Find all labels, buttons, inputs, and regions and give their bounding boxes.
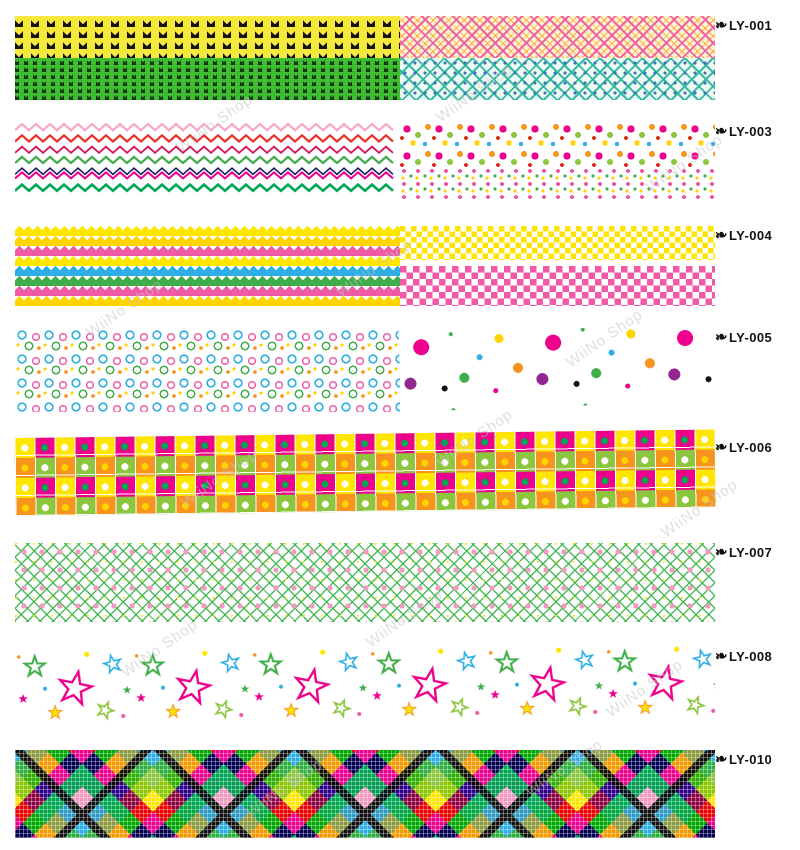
- triangle-row: [15, 236, 400, 246]
- product-code: LY-007: [728, 545, 773, 560]
- product-code: LY-001: [728, 18, 773, 33]
- product-label: ❧ LY-005: [713, 328, 800, 347]
- swatch-checker-yellow: [400, 226, 715, 260]
- triangle-row: [15, 226, 400, 236]
- triangle-row: [15, 246, 400, 256]
- swatch-yellow-triangles: [15, 16, 400, 58]
- product-label: ❧ LY-010: [713, 750, 800, 769]
- swatch-puzzle-pieces: [14, 429, 716, 516]
- swatch-zigzag-lines: [15, 122, 400, 200]
- product-row-ly003: ❧ LY-003: [15, 122, 800, 200]
- product-code: LY-003: [728, 124, 773, 139]
- product-code: LY-010: [728, 752, 773, 767]
- swatch-dots-medium: [400, 122, 715, 168]
- swatch-green-triangles: [15, 58, 400, 100]
- zigzag-pattern-svg: [15, 122, 395, 193]
- leaf-icon: ❧: [713, 328, 730, 347]
- product-label: ❧ LY-006: [713, 438, 800, 457]
- product-code: LY-006: [728, 440, 773, 455]
- triangle-row: [15, 286, 400, 296]
- pattern-strip: [15, 328, 715, 412]
- product-label: ❧ LY-001: [713, 16, 800, 35]
- triangle-row: [15, 256, 400, 266]
- triangle-row: [15, 276, 400, 286]
- triangle-row: [15, 296, 400, 306]
- product-row-ly001: ❧ LY-001: [15, 16, 800, 100]
- leaf-icon: ❧: [713, 647, 730, 666]
- pattern-strip: [15, 16, 715, 100]
- triangle-row: [15, 266, 400, 276]
- swatch-diamond-lattice: [15, 543, 715, 622]
- product-row-ly005: ❧ LY-005: [15, 328, 800, 412]
- swatch-pixel-diamonds: [15, 750, 715, 838]
- swatch-ly001-right: [400, 16, 715, 100]
- product-label: ❧ LY-003: [713, 122, 800, 141]
- swatch-ly004-right: [400, 226, 715, 306]
- swatch-scattered-dots: [398, 328, 715, 412]
- product-label: ❧ LY-007: [713, 543, 800, 562]
- stars-pattern-svg: [14, 640, 716, 729]
- swatch-dots-small: [400, 167, 715, 200]
- product-code: LY-005: [728, 330, 773, 345]
- leaf-icon: ❧: [713, 122, 730, 141]
- product-code: LY-004: [728, 228, 773, 243]
- product-row-ly008: ❧ LY-008: [14, 640, 800, 729]
- swatch-ly001-left: [15, 16, 400, 100]
- product-row-ly007: ❧ LY-007: [15, 543, 800, 622]
- swatch-stars: [14, 640, 716, 729]
- pattern-strip: [15, 122, 715, 200]
- swatch-ly003-right: [400, 122, 715, 200]
- leaf-icon: ❧: [713, 226, 730, 245]
- product-row-ly004: ❧ LY-004: [15, 226, 800, 306]
- swatch-pink-diamonds: [400, 16, 715, 58]
- product-label: ❧ LY-008: [713, 647, 800, 666]
- product-row-ly010: ❧ LY-010: [15, 750, 800, 838]
- leaf-icon: ❧: [713, 16, 730, 35]
- leaf-icon: ❧: [713, 543, 730, 562]
- swatch-checker-pink: [400, 266, 715, 306]
- swatch-teal-diamonds: [400, 58, 715, 100]
- product-code: LY-008: [728, 649, 773, 664]
- product-row-ly006: ❧ LY-006: [14, 429, 800, 516]
- product-label: ❧ LY-004: [713, 226, 800, 245]
- swatch-triangle-rows: [15, 226, 400, 306]
- leaf-icon: ❧: [713, 438, 730, 457]
- pattern-strip: [15, 226, 715, 306]
- leaf-icon: ❧: [713, 750, 730, 769]
- swatch-rings: [15, 328, 400, 412]
